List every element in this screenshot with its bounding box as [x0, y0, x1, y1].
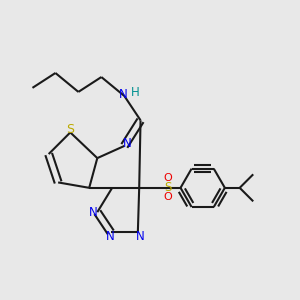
Text: N: N — [89, 206, 98, 219]
Text: N: N — [118, 88, 127, 101]
Text: N: N — [123, 137, 131, 150]
Text: S: S — [164, 181, 172, 194]
Text: N: N — [136, 230, 145, 243]
Text: N: N — [106, 230, 115, 243]
Text: O: O — [164, 192, 172, 202]
Text: S: S — [66, 123, 74, 136]
Text: O: O — [164, 173, 172, 183]
Text: H: H — [131, 86, 140, 99]
